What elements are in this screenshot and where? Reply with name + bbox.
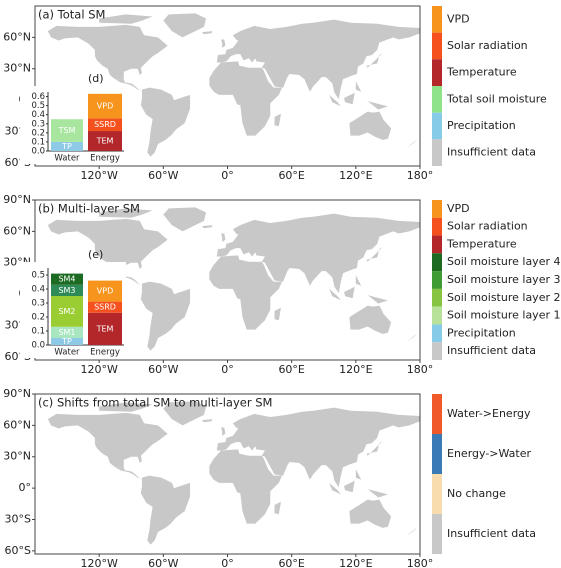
lon-tick-label: 60°E xyxy=(278,169,304,182)
legend-swatch xyxy=(432,32,442,60)
lat-tick-label: 30°N xyxy=(3,62,31,75)
legend-swatch xyxy=(432,112,442,140)
inset-bar-segment xyxy=(51,119,83,142)
inset-segment-label: SSRD xyxy=(94,120,116,129)
inset-segment-label: TEM xyxy=(96,137,114,146)
inset-tick-label: 0.3 xyxy=(31,119,45,129)
inset-tick-label: 0.0 xyxy=(31,147,45,157)
inset-bar-segment xyxy=(88,93,122,119)
legend-swatch xyxy=(432,6,442,33)
legend-swatch xyxy=(432,86,442,113)
inset-segment-label: VPD xyxy=(97,102,113,111)
inset-tick-label: 0.1 xyxy=(31,137,45,147)
inset-bar-segment xyxy=(88,118,122,132)
legend-swatch xyxy=(432,59,442,86)
lon-tick-label: 120°E xyxy=(339,169,372,182)
inset-tick-label: 0.2 xyxy=(31,128,45,138)
inset-tick-label: 0.4 xyxy=(31,110,45,120)
panel-title: (a) Total SM xyxy=(38,8,105,22)
inset-tick-label: 0.6 xyxy=(31,92,45,102)
legend-label: Temperature xyxy=(446,66,517,79)
lon-tick-label: 60°W xyxy=(148,169,178,182)
lat-tick-label: 60°N xyxy=(3,30,31,43)
lon-tick-label: 120°W xyxy=(80,169,117,182)
legend-label: Precipitation xyxy=(447,119,516,132)
legend-swatch xyxy=(432,139,442,166)
legend-label: VPD xyxy=(447,12,470,25)
inset-category: Water xyxy=(54,154,80,164)
inset-tick-label: 0.5 xyxy=(31,101,45,111)
lon-tick-label: 0° xyxy=(221,169,234,182)
inset-bar-segment xyxy=(88,131,122,151)
legend-label: Total soil moisture xyxy=(446,92,547,105)
inset-bar-segment xyxy=(51,141,83,151)
inset-label: (d) xyxy=(88,72,104,85)
lon-tick-label: 180° xyxy=(407,169,434,182)
inset-segment-label: TP xyxy=(61,142,72,151)
inset-segment-label: TSM xyxy=(58,126,76,135)
legend-label: Solar radiation xyxy=(447,39,528,52)
legend-label: Insufficient data xyxy=(447,146,536,159)
inset-category: Energy xyxy=(90,154,120,164)
